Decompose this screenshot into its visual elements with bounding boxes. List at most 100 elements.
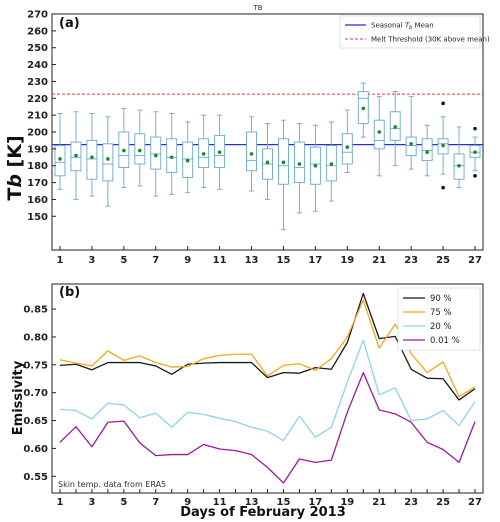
x-tick-label: 3 (88, 497, 95, 508)
box-day-27 (469, 126, 481, 178)
mean-marker (441, 143, 445, 148)
box-day-24 (421, 124, 433, 177)
x-tick-label: 13 (245, 255, 259, 266)
mean-marker (425, 150, 429, 155)
box-day-15 (278, 119, 289, 231)
x-tick-label: 7 (152, 497, 159, 508)
mean-marker (153, 153, 158, 158)
mean-marker (169, 155, 174, 160)
box-day-23 (405, 96, 417, 170)
mean-marker (265, 160, 270, 165)
box-day-26 (453, 126, 465, 189)
box-day-1 (54, 113, 66, 190)
x-tick-label: 19 (340, 255, 354, 266)
box-day-10 (198, 114, 210, 189)
y-tick-label: 200 (27, 128, 48, 139)
x-tick-label: 23 (404, 255, 418, 266)
x-tick-label: 1 (56, 255, 63, 266)
y-tick-label: 210 (27, 111, 48, 122)
mean-marker (217, 150, 222, 155)
mean-marker (106, 157, 110, 161)
y-tick-label: 250 (27, 43, 48, 54)
mean-marker (313, 163, 318, 168)
mean-marker (457, 163, 461, 168)
x-tick-label: 3 (88, 255, 95, 266)
outlier-point (441, 101, 445, 106)
mean-marker (345, 145, 350, 149)
box-day-9 (182, 121, 194, 194)
panel-a-legend: Seasonal Tb Mean Melt Threshold (30K abov… (339, 15, 490, 49)
x-tick-label: 13 (245, 497, 259, 508)
y-tick-label: 160 (27, 195, 48, 206)
panel-a-boxplot: 150 160 170 180 190 200 210 220 230 240 250 260 270 1… (4, 10, 490, 267)
y-tick-label: 180 (27, 161, 48, 172)
panel-a-ylabel: Tb [K] (4, 135, 26, 200)
x-tick-label: 23 (404, 497, 418, 508)
x-tick-label: 19 (340, 497, 354, 508)
mean-marker (249, 152, 254, 156)
box-day-3 (86, 113, 98, 197)
x-tick-label: 25 (436, 497, 450, 508)
box-day-5 (118, 107, 130, 189)
box-day-14 (262, 123, 273, 200)
box-iqr (150, 136, 162, 170)
box-day-8 (166, 113, 178, 195)
x-tick-label: 27 (468, 255, 482, 266)
data-source-note: Skin temp. data from ERA5 (58, 480, 166, 489)
outlier-point (473, 126, 477, 131)
box-day-18 (325, 121, 337, 202)
mean-marker (393, 125, 398, 129)
box-day-2 (70, 111, 82, 200)
y-tick-label: 260 (27, 26, 48, 37)
y-tick-label: 170 (27, 178, 48, 189)
mean-marker (297, 162, 302, 166)
x-tick-label: 9 (184, 497, 191, 508)
legend-label-mean: Seasonal Tb Mean (371, 22, 434, 32)
x-tick-label: 7 (152, 255, 159, 266)
y-tick-label: 0.70 (23, 388, 48, 399)
box-iqr (246, 131, 257, 172)
outlier-point (441, 185, 445, 190)
panel-b-legend: 90 % 75 % 20 % 0.01 % (397, 287, 481, 351)
box-day-25 (437, 101, 449, 190)
y-tick-label: 0.80 (23, 332, 48, 343)
legend-frame (339, 15, 481, 49)
y-tick-label: 190 (27, 144, 48, 155)
x-axis-label: Days of February 2013 (180, 505, 346, 520)
mean-marker (473, 150, 477, 155)
box-day-20 (357, 82, 369, 138)
top-title: TB (252, 4, 262, 12)
y-tick-label: 0.60 (23, 444, 48, 455)
mean-marker (201, 152, 206, 156)
panel-a-label: (a) (59, 16, 80, 31)
box-day-19 (341, 109, 353, 173)
box-day-7 (150, 111, 162, 197)
box-day-6 (134, 109, 146, 187)
legend-label: 90 % (430, 294, 452, 304)
box-iqr (373, 119, 385, 150)
mean-marker (58, 157, 62, 161)
series-line-90 (59, 292, 476, 401)
mean-marker (281, 160, 286, 165)
x-tick-label: 27 (468, 497, 482, 508)
y-tick-label: 150 (27, 212, 48, 223)
outlier-point (473, 174, 477, 178)
y-tick-label: 0.55 (23, 472, 48, 483)
x-tick-label: 11 (213, 255, 227, 266)
x-tick-label: 1 (56, 497, 63, 508)
box-day-4 (102, 116, 114, 207)
x-tick-label: 11 (213, 497, 227, 508)
x-tick-label: 5 (120, 255, 127, 266)
mean-marker (377, 130, 382, 134)
legend-label-threshold: Melt Threshold (30K above mean) (371, 36, 490, 44)
y-tick-label: 230 (27, 77, 48, 88)
y-tick-label: 0.85 (23, 305, 48, 316)
box-iqr (86, 139, 98, 180)
box-day-17 (309, 124, 321, 212)
mean-marker (137, 148, 142, 153)
box-iqr (421, 138, 433, 162)
panel-b-lines: 0.550.600.650.700.750.800.851 3 5 7 9 11 13 15 1… (11, 283, 484, 508)
x-tick-label: 21 (372, 497, 386, 508)
